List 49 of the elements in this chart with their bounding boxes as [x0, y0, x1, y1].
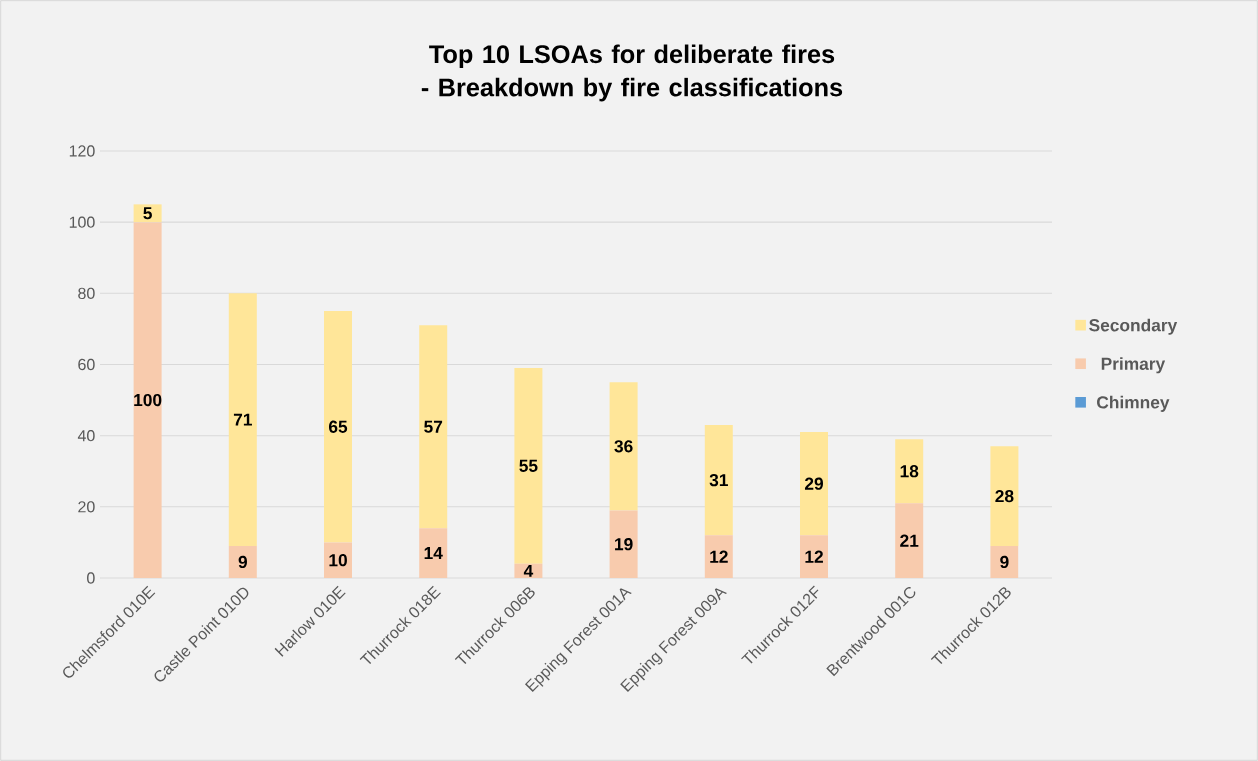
- y-tick-label: 100: [69, 216, 95, 228]
- data-label: 55: [519, 459, 538, 472]
- bar: [800, 535, 829, 578]
- bar: [514, 368, 543, 564]
- data-label: 36: [614, 440, 633, 453]
- data-label: 12: [805, 550, 823, 563]
- data-label: 57: [424, 420, 443, 433]
- data-label: 71: [233, 413, 252, 426]
- bar: [324, 542, 353, 578]
- bar: [228, 293, 257, 546]
- bar: [990, 446, 1019, 546]
- data-label: 14: [424, 547, 443, 560]
- bar: [324, 311, 353, 543]
- data-label: 28: [995, 490, 1014, 503]
- bar: [609, 382, 638, 511]
- bar: [895, 503, 924, 578]
- y-tick-label: 60: [78, 358, 95, 371]
- y-tick-label: 80: [78, 287, 95, 299]
- data-label: 18: [900, 465, 919, 478]
- bar: [609, 510, 638, 578]
- legend-label: Chimney: [1097, 395, 1170, 412]
- bar: [419, 528, 448, 578]
- data-label: 65: [329, 420, 348, 433]
- bar: [228, 545, 257, 578]
- chart-title: Top 10 LSOAs for deliberate fires - Breakdown by fire classifications: [421, 44, 843, 102]
- data-label: 9: [1000, 555, 1009, 569]
- data-label: 29: [804, 477, 823, 490]
- y-tick-label: 0: [87, 572, 95, 584]
- data-label: 100: [134, 393, 162, 407]
- bar: [704, 424, 733, 536]
- data-label: 12: [710, 550, 728, 563]
- bar: [133, 222, 162, 578]
- legend-label: Primary: [1101, 357, 1166, 374]
- legend-label: Secondary: [1089, 318, 1178, 335]
- y-tick-label: 20: [78, 501, 95, 513]
- data-label: 31: [709, 473, 728, 487]
- data-label: 4: [523, 564, 534, 577]
- y-tick-label: 40: [77, 430, 95, 442]
- bar: [704, 535, 733, 578]
- data-label: 5: [143, 207, 152, 220]
- data-label: 9: [238, 555, 247, 569]
- bar: [895, 439, 924, 504]
- bar: [800, 432, 829, 536]
- bar: [419, 325, 448, 529]
- data-label: 19: [615, 538, 633, 551]
- bar: [990, 545, 1019, 578]
- y-tick-label: 120: [69, 145, 95, 157]
- data-label: 10: [329, 554, 347, 567]
- data-label: 21: [900, 534, 919, 547]
